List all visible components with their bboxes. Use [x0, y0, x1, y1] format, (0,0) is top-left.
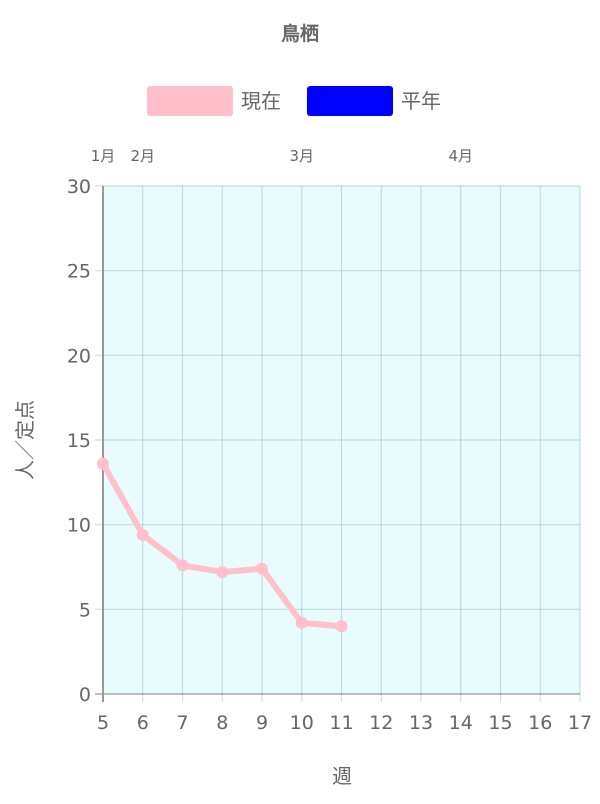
- x-tick-label: 15: [488, 712, 512, 734]
- x-tick-label: 12: [369, 712, 393, 734]
- chart-title: 鳥栖: [281, 22, 319, 45]
- legend-swatch: [307, 86, 393, 116]
- x-tick-label: 14: [449, 712, 473, 734]
- data-point: [136, 528, 149, 541]
- x-tick-label: 7: [176, 712, 188, 734]
- y-tick-label: 10: [67, 515, 91, 537]
- legend-swatch: [147, 86, 233, 116]
- y-axis-label: 人／定点: [13, 400, 37, 480]
- legend-label: 平年: [401, 89, 441, 113]
- x-tick-label: 17: [568, 712, 592, 734]
- data-point: [176, 559, 189, 572]
- plot-background: [103, 186, 580, 694]
- x-tick-label: 10: [290, 712, 314, 734]
- y-tick-label: 0: [79, 684, 91, 706]
- y-tick-label: 30: [67, 176, 91, 198]
- y-tick-label: 25: [67, 261, 91, 283]
- x-axis-label: 週: [332, 764, 352, 788]
- legend: 現在 平年: [147, 86, 441, 116]
- data-point: [256, 562, 268, 575]
- data-point: [335, 620, 348, 633]
- x-tick-label: 5: [97, 712, 109, 734]
- x-tick-label: 8: [216, 712, 228, 734]
- x-tick-label: 16: [528, 712, 552, 734]
- y-tick-label: 20: [67, 345, 91, 367]
- y-tick-label: 5: [79, 599, 91, 621]
- x-tick-label: 9: [256, 712, 268, 734]
- month-label: 4月: [448, 147, 473, 165]
- data-point: [295, 616, 308, 629]
- month-label: 1月: [91, 147, 116, 165]
- data-point: [216, 566, 229, 579]
- x-tick-label: 11: [329, 712, 353, 734]
- x-tick-label: 13: [409, 712, 433, 734]
- legend-label: 現在: [241, 89, 281, 113]
- data-point: [97, 457, 109, 470]
- month-label: 2月: [130, 147, 155, 165]
- y-tick-label: 15: [67, 430, 91, 452]
- x-tick-label: 6: [137, 712, 149, 734]
- month-label: 3月: [289, 147, 314, 165]
